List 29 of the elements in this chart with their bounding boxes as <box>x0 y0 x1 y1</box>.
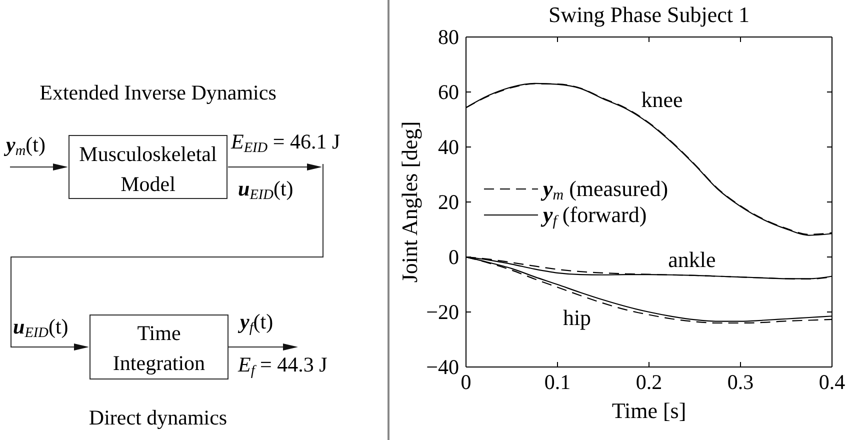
y-tick-label: 0 <box>448 245 459 269</box>
annotation: hip <box>562 305 592 330</box>
text: u$_{EID}$(t) <box>238 176 294 203</box>
text: Direct dynamics <box>88 405 228 431</box>
text: y$_{f}$(t) <box>240 309 274 336</box>
text: u$_{EID}$(t) <box>13 314 68 341</box>
x-tick-label: 0.1 <box>544 370 571 394</box>
y-axis-title: Joint Angles [deg] <box>397 121 422 283</box>
annotation: knee <box>641 87 683 112</box>
y-tick-label: 20 <box>438 190 459 214</box>
text: Extended Inverse Dynamics <box>40 80 276 106</box>
text: Musculoskeletal Model <box>78 141 218 198</box>
annotation: ankle <box>668 247 716 272</box>
y-tick-label: 60 <box>438 80 459 104</box>
y-tick-label: 80 <box>438 25 459 49</box>
y-tick-label: 40 <box>438 135 459 159</box>
text: E$_{f}$ = 44.3 J <box>238 352 328 379</box>
text: Time Integration <box>112 320 206 377</box>
y-tick-label: −20 <box>426 300 459 324</box>
x-axis-title: Time [s] <box>612 398 686 423</box>
legend-label: y$_{m}$ (measured) <box>543 176 668 204</box>
chart-title: Swing Phase Subject 1 <box>548 2 750 27</box>
text: E$_{EID}$ = 46.1 J <box>231 129 340 156</box>
legend-label: y$_{f}$ (forward) <box>543 202 647 230</box>
x-tick-label: 0.4 <box>818 370 846 394</box>
x-tick-label: 0.3 <box>727 370 754 394</box>
x-tick-label: 0.2 <box>636 370 662 394</box>
text: y$_{m}$(t) <box>6 132 46 159</box>
y-tick-label: −40 <box>426 355 459 379</box>
